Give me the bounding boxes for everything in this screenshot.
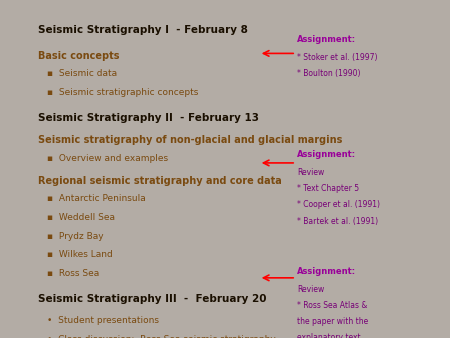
Text: Seismic Stratigraphy I  - February 8: Seismic Stratigraphy I - February 8 — [38, 25, 248, 35]
Text: Seismic stratigraphy of non-glacial and glacial margins: Seismic stratigraphy of non-glacial and … — [38, 135, 342, 145]
Text: ▪  Ross Sea: ▪ Ross Sea — [47, 269, 99, 278]
Text: ▪  Weddell Sea: ▪ Weddell Sea — [47, 213, 115, 222]
Text: ▪  Antarctic Peninsula: ▪ Antarctic Peninsula — [47, 194, 146, 203]
Text: Review: Review — [297, 285, 324, 294]
Text: Assignment:: Assignment: — [297, 150, 356, 160]
Text: ▪  Prydz Bay: ▪ Prydz Bay — [47, 232, 104, 241]
Text: * Stoker et al. (1997): * Stoker et al. (1997) — [297, 53, 378, 62]
Text: •  Student presentations: • Student presentations — [47, 316, 159, 325]
Text: Seismic Stratigraphy II  - February 13: Seismic Stratigraphy II - February 13 — [38, 113, 259, 123]
Text: the paper with the: the paper with the — [297, 317, 368, 326]
Text: * Cooper et al. (1991): * Cooper et al. (1991) — [297, 200, 380, 210]
Text: Regional seismic stratigraphy and core data: Regional seismic stratigraphy and core d… — [38, 176, 282, 186]
Text: * Ross Sea Atlas &: * Ross Sea Atlas & — [297, 301, 367, 310]
Text: Assignment:: Assignment: — [297, 35, 356, 45]
Text: explanatory text: explanatory text — [297, 333, 360, 338]
Text: •  Class discussion:  Ross Sea seismic stratigraphy: • Class discussion: Ross Sea seismic str… — [47, 335, 276, 338]
Text: Seismic Stratigraphy III  -  February 20: Seismic Stratigraphy III - February 20 — [38, 294, 267, 304]
Text: Basic concepts: Basic concepts — [38, 51, 120, 61]
Text: ▪  Seismic data: ▪ Seismic data — [47, 69, 117, 78]
Text: Assignment:: Assignment: — [297, 267, 356, 276]
Text: * Bartek et al. (1991): * Bartek et al. (1991) — [297, 217, 378, 226]
Text: ▪  Seismic stratigraphic concepts: ▪ Seismic stratigraphic concepts — [47, 88, 198, 97]
Text: ▪  Overview and examples: ▪ Overview and examples — [47, 154, 168, 163]
Text: Review: Review — [297, 168, 324, 177]
Text: ▪  Wilkes Land: ▪ Wilkes Land — [47, 250, 113, 259]
Text: * Text Chapter 5: * Text Chapter 5 — [297, 184, 359, 193]
Text: * Boulton (1990): * Boulton (1990) — [297, 69, 360, 78]
